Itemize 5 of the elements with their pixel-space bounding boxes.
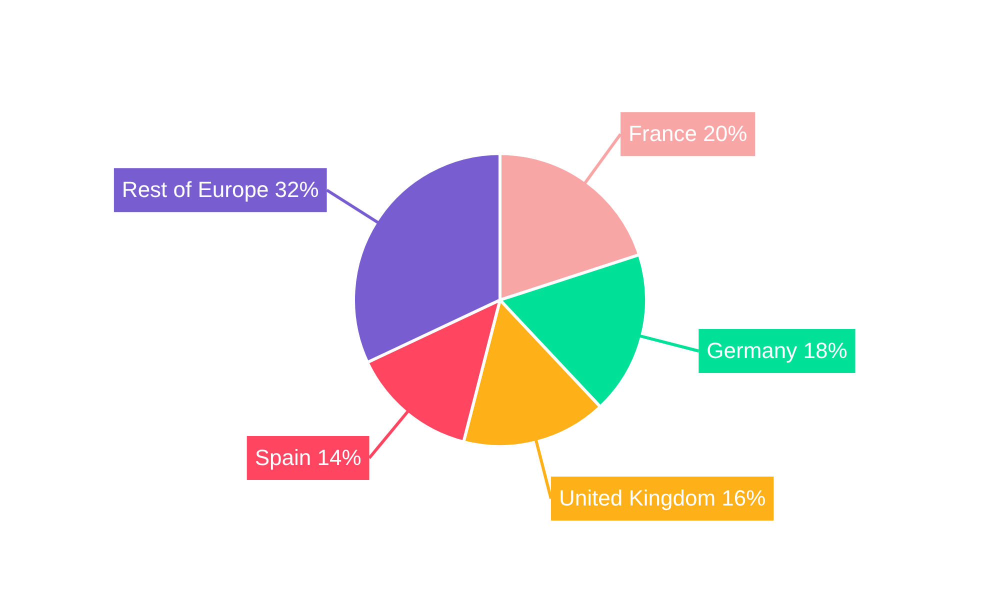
slice-label: United Kingdom 16% [559, 486, 766, 511]
slice-label: Rest of Europe 32% [122, 177, 319, 202]
slice-label: Spain 14% [254, 445, 362, 470]
slice-label: France 20% [628, 121, 748, 146]
slice-label: Germany 18% [706, 338, 848, 364]
